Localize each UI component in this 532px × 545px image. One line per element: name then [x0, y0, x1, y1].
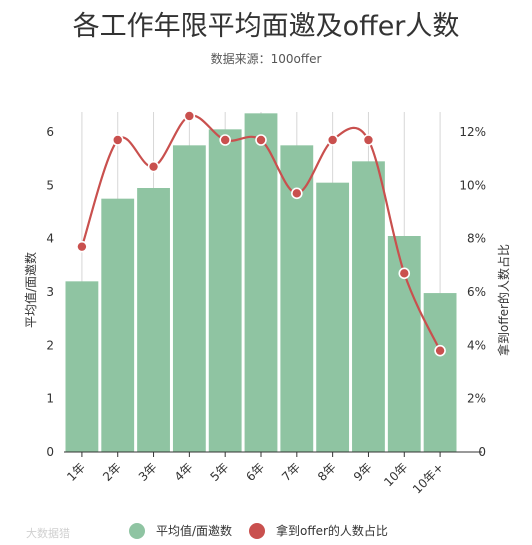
watermark-text: 大数据猎 — [26, 526, 70, 540]
legend-swatch-bars — [129, 523, 145, 539]
x-tick-label-3: 3年 — [136, 460, 160, 484]
bar-5 — [208, 129, 242, 453]
y-right-tick-label-6: 10% — [459, 178, 486, 192]
legend-label-bars: 平均值/面邀数 — [156, 523, 232, 538]
y-left-tick-label-4: 3 — [46, 285, 54, 299]
line-point-6 — [255, 134, 267, 146]
bar-6 — [244, 113, 278, 452]
line-point-8 — [326, 134, 339, 146]
y-left-tick-label-6: 5 — [46, 178, 54, 192]
bar-3 — [137, 188, 170, 452]
x-tick-label-9: 9年 — [351, 460, 375, 484]
x-tick-label-7: 7年 — [279, 460, 303, 484]
y-axis-label-right: 拿到offer的人数占比 — [496, 244, 511, 356]
chart-title: 各工作年限平均面邀及offer人数 — [73, 11, 460, 42]
line-point-11 — [434, 344, 446, 357]
y-left-tick-label-7: 6 — [46, 125, 54, 139]
line-point-9 — [362, 134, 375, 146]
x-tick-label-8: 8年 — [315, 460, 339, 484]
line-point-10 — [398, 267, 411, 280]
bar-2 — [101, 198, 135, 452]
line-point-7 — [291, 187, 303, 200]
y-right-tick-label-4: 6% — [467, 285, 486, 299]
bars — [65, 113, 457, 453]
line-series — [76, 110, 446, 357]
x-tick-label-5: 5年 — [208, 460, 232, 484]
watermark: 大数据猎 — [26, 526, 70, 540]
x-tick-label-11: 10年+ — [410, 460, 446, 496]
legend-swatch-line — [249, 523, 265, 539]
y-left-tick-label-3: 2 — [46, 338, 54, 352]
y-right-tick-label-3: 4% — [467, 338, 486, 352]
x-tick-label-2: 2年 — [100, 460, 124, 484]
y-right-tick-label-5: 8% — [467, 232, 486, 246]
x-tick-label-10: 10年 — [381, 460, 410, 489]
line-point-1 — [76, 240, 88, 253]
x-tick-label-4: 4年 — [172, 460, 196, 484]
line-point-4 — [183, 110, 196, 122]
bar-9 — [352, 161, 385, 453]
y-left-tick-label-1: 0 — [46, 445, 54, 459]
legend-label-line: 拿到offer的人数占比 — [276, 523, 388, 538]
bar-8 — [316, 182, 350, 452]
legend: 平均值/面邀数 拿到offer的人数占比 — [129, 523, 388, 539]
x-tick-label-6: 6年 — [243, 460, 267, 484]
y-right-tick-label-7: 12% — [459, 125, 486, 139]
y-right-tick-label-2: 2% — [467, 392, 486, 406]
bar-1 — [65, 281, 99, 452]
y-left-tick-label-5: 4 — [46, 232, 54, 246]
y-right-tick-label-1: 0 — [478, 445, 486, 459]
bar-4 — [172, 145, 206, 453]
line-point-2 — [111, 134, 124, 146]
line-point-3 — [147, 160, 160, 173]
chart-subtitle: 数据来源：100offer — [211, 51, 322, 66]
y-axis-label-left: 平均值/面邀数 — [23, 252, 38, 328]
bar-11 — [423, 293, 457, 452]
x-tick-label-1: 1年 — [64, 460, 88, 484]
y-left-tick-label-2: 1 — [46, 392, 54, 406]
line-point-5 — [219, 134, 231, 146]
